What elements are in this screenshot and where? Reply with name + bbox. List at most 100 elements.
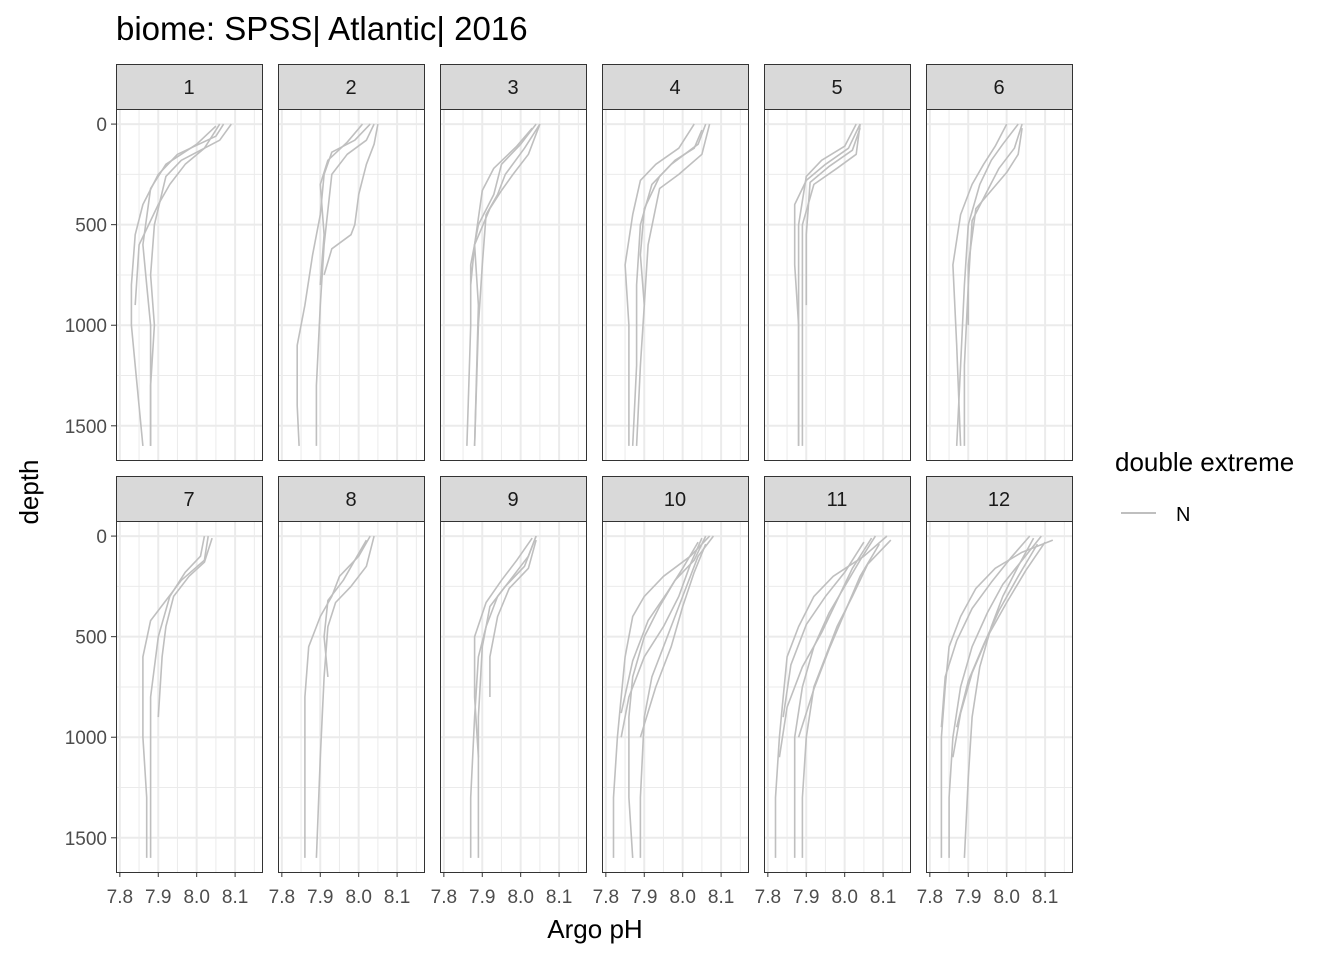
x-tick-label: 8.1: [870, 887, 896, 908]
facet-panel-3: 3: [440, 64, 587, 461]
facet-strip: [602, 64, 749, 110]
profile-line: [635, 123, 711, 446]
profile-line: [778, 537, 873, 758]
x-tick-label: 8.1: [708, 887, 734, 908]
facet-strip-label: 12: [988, 489, 1010, 511]
x-tick-label: 7.9: [469, 887, 495, 908]
facet-strip-label: 7: [183, 489, 194, 511]
facet-panel-8: 8 7.8 7.9 8.0 8.1: [269, 476, 425, 908]
profile-line: [315, 535, 375, 858]
profile-line: [142, 125, 217, 446]
x-tick-label: 7.8: [107, 887, 133, 908]
x-tick-label: 7.8: [431, 887, 457, 908]
panel-background: [116, 109, 262, 460]
panel-border: [926, 521, 1073, 873]
x-tick-label: 8.0: [345, 887, 371, 908]
profile-line: [620, 541, 699, 714]
facet-strip-label: 3: [507, 77, 518, 99]
profile-line: [628, 535, 707, 858]
profile-line: [940, 535, 1031, 728]
profile-line: [955, 543, 1039, 728]
profile-line: [319, 123, 364, 286]
x-tick-label: 7.8: [917, 887, 943, 908]
facet-panel-11: 11 7.8 7.9 8.0 8.1: [755, 476, 911, 908]
y-tick-label: 500: [75, 216, 107, 237]
panel-background: [278, 109, 424, 460]
facet-panel-6: 6: [926, 64, 1073, 461]
facet-strip-label: 2: [345, 77, 356, 99]
profile-line: [149, 123, 232, 446]
facet-strip: [278, 476, 425, 522]
facet-strip: [764, 64, 911, 110]
profile-line: [473, 127, 533, 446]
profile-line: [323, 123, 379, 276]
panel-border: [602, 521, 749, 873]
profile-line: [620, 537, 703, 738]
profile-line: [469, 123, 541, 286]
facet-strip-label: 5: [831, 77, 842, 99]
facet-strip: [116, 476, 263, 522]
x-tick-label: 8.1: [384, 887, 410, 908]
profile-line: [797, 123, 857, 446]
x-tick-label: 7.9: [793, 887, 819, 908]
legend-label-n: N: [1176, 504, 1190, 526]
facet-strip: [116, 64, 263, 110]
facet-strip-label: 1: [183, 77, 194, 99]
facet-strip: [440, 476, 587, 522]
panel-background: [440, 521, 586, 872]
facet-panel-7: 7 0 500 1000 1500 7.8 7.9 8.0 8.1: [65, 476, 263, 908]
profile-line: [134, 123, 221, 306]
chart-title: biome: SPSS| Atlantic| 2016: [116, 10, 528, 47]
x-tick-label: 7.8: [269, 887, 295, 908]
profile-line: [948, 535, 1042, 858]
profile-line: [639, 129, 703, 306]
y-tick-label: 1500: [65, 417, 107, 438]
panel-background: [926, 521, 1072, 872]
facet-panel-10: 10 7.8 7.9 8.0 8.1: [593, 476, 749, 908]
x-tick-label: 8.1: [546, 887, 572, 908]
panel-background: [440, 109, 586, 460]
profile-line: [782, 541, 865, 718]
profile-line: [612, 535, 711, 858]
legend: double extreme N: [1115, 447, 1294, 526]
facet-strip: [278, 64, 425, 110]
panel-background: [116, 521, 262, 872]
panel-background: [764, 521, 910, 872]
x-tick-label: 7.9: [631, 887, 657, 908]
profile-line: [797, 543, 880, 738]
profile-line: [955, 123, 1019, 446]
facet-strip: [764, 476, 911, 522]
profile-line: [639, 543, 707, 738]
panel-border: [440, 521, 587, 873]
profile-line: [963, 123, 1023, 446]
x-tick-label: 8.1: [1032, 887, 1058, 908]
facet-panel-1: 1 0 500 1000 1500: [65, 64, 263, 461]
profile-line: [477, 535, 537, 858]
panel-background: [278, 521, 424, 872]
profile-line: [624, 123, 695, 446]
panel-border: [764, 521, 911, 873]
profile-line: [967, 127, 1023, 326]
panel-border: [116, 109, 263, 461]
x-tick-label: 8.1: [222, 887, 248, 908]
y-axis-title: depth: [14, 459, 44, 524]
profile-line: [304, 535, 371, 858]
x-tick-label: 8.0: [183, 887, 209, 908]
profile-line: [639, 535, 715, 858]
x-tick-label: 7.8: [593, 887, 619, 908]
panel-border: [602, 109, 749, 461]
facet-strip-label: 11: [827, 489, 848, 511]
profile-line: [130, 123, 225, 446]
panel-border: [278, 521, 425, 873]
x-tick-label: 8.0: [993, 887, 1019, 908]
panel-border: [116, 521, 263, 873]
facet-panel-4: 4: [602, 64, 749, 461]
facet-strip: [926, 476, 1073, 522]
profile-line: [315, 123, 375, 446]
profile-line: [473, 537, 533, 758]
panel-border: [764, 109, 911, 461]
facet-strip-label: 6: [993, 77, 1004, 99]
profile-line: [157, 537, 213, 718]
